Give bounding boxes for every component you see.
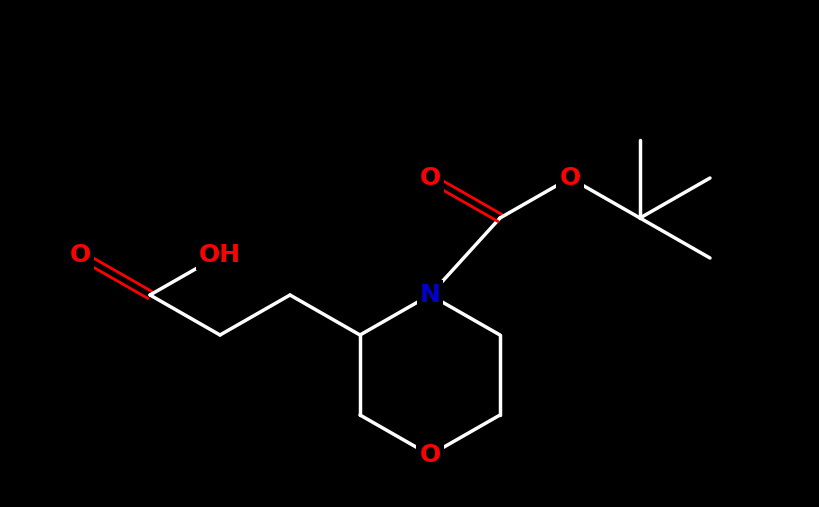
Text: O: O <box>419 166 441 190</box>
Text: O: O <box>559 166 581 190</box>
Text: N: N <box>419 283 441 307</box>
Text: O: O <box>70 243 91 267</box>
Text: OH: OH <box>199 243 241 267</box>
Text: O: O <box>419 443 441 467</box>
